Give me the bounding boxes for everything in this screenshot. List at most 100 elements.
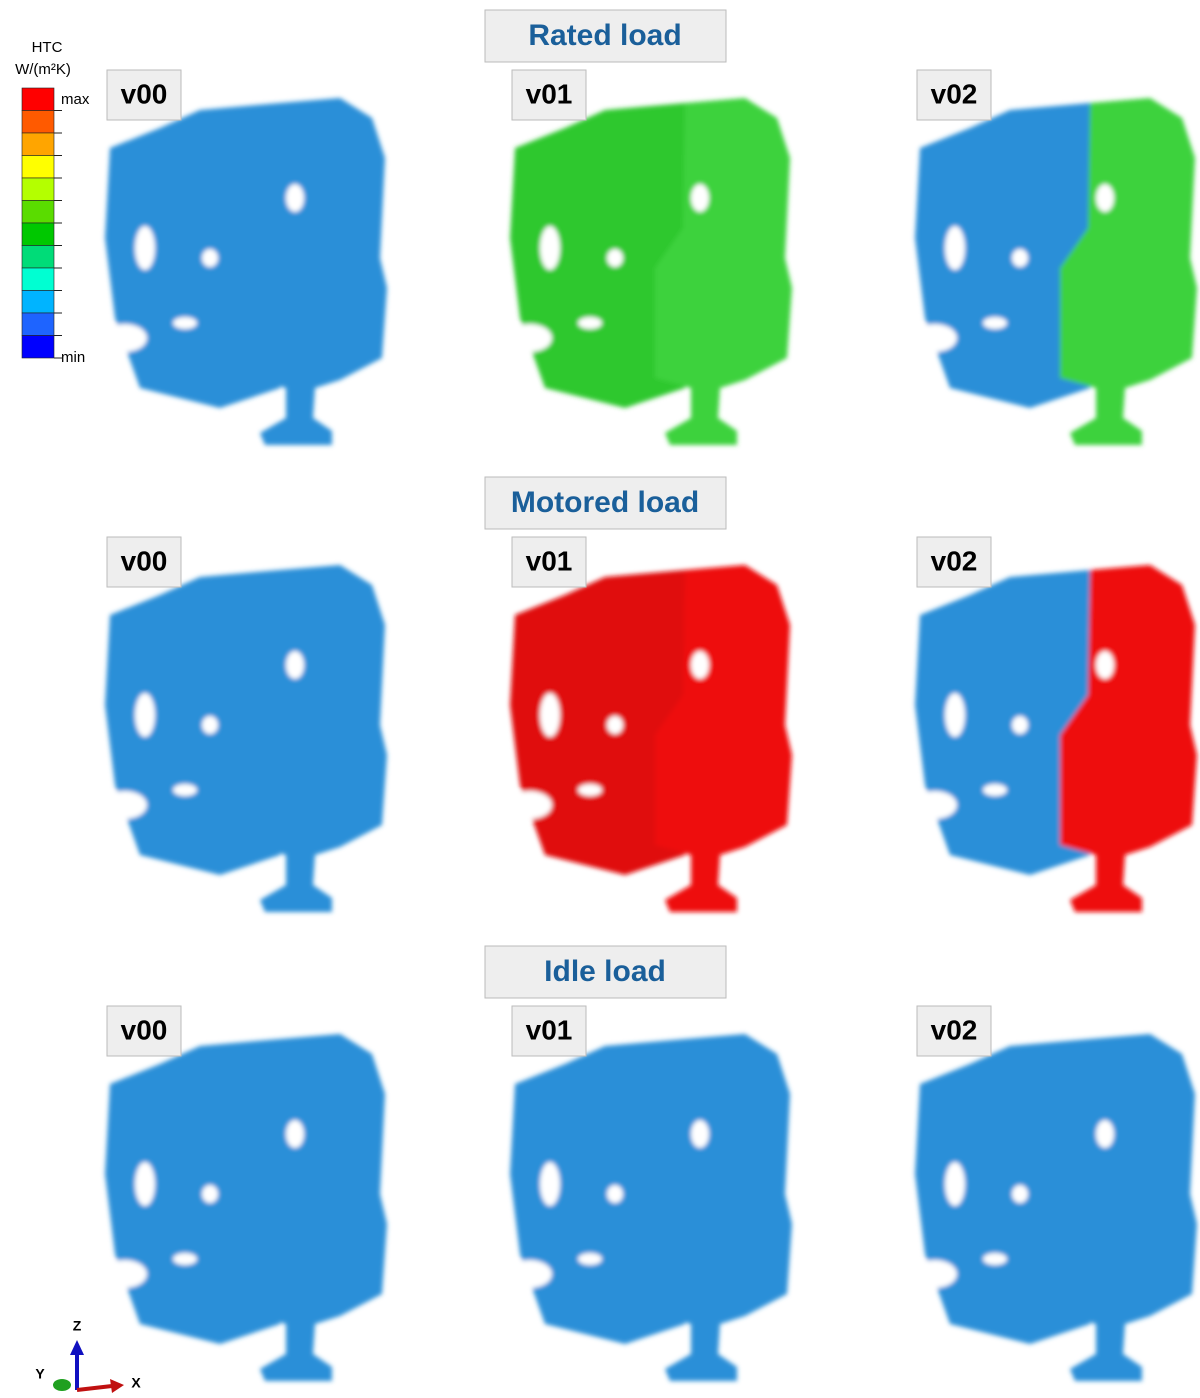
variant-label: v02	[931, 1014, 978, 1045]
colorbar-band	[21, 177, 55, 201]
engine-model	[508, 1034, 792, 1381]
model-hole	[540, 226, 560, 270]
model-hole	[173, 1253, 197, 1265]
variant-label-box	[511, 536, 587, 588]
engine-model	[103, 565, 387, 912]
variant-label: v02	[931, 78, 978, 109]
variant-label-box	[916, 69, 992, 121]
model-hole	[691, 1120, 709, 1148]
legend-unit: W/(m²K)	[15, 61, 71, 78]
model-right	[655, 98, 792, 445]
legend-title: HTC	[32, 39, 63, 56]
model-hole	[945, 693, 965, 737]
axis-y: Y	[35, 1366, 45, 1382]
colorbar-band	[21, 222, 55, 246]
model-hole	[202, 1185, 218, 1203]
colorbar-band	[21, 312, 55, 336]
model-right	[1060, 98, 1197, 445]
model-hole	[202, 716, 218, 734]
model-hole	[983, 784, 1007, 796]
model-hole	[103, 791, 147, 819]
model-hole	[135, 693, 155, 737]
model-hole	[508, 791, 552, 819]
engine-model	[913, 565, 1197, 912]
legend-min: min	[61, 349, 85, 366]
model-left	[105, 570, 280, 875]
variant-label: v02	[931, 545, 978, 576]
engine-model	[103, 98, 387, 445]
engine-model	[508, 98, 792, 445]
model-right	[655, 1034, 792, 1381]
model-hole	[1096, 184, 1114, 212]
model-left	[510, 103, 685, 408]
model-hole	[578, 1253, 602, 1265]
variant-label: v00	[121, 1014, 168, 1045]
variant-label: v01	[526, 78, 573, 109]
model-hole	[286, 651, 304, 679]
colorbar-band	[21, 155, 55, 179]
variant-label-box	[511, 1005, 587, 1057]
row-title-box	[484, 9, 727, 63]
model-left	[105, 1039, 280, 1344]
variant-label: v00	[121, 78, 168, 109]
variant-label-box	[106, 1005, 182, 1057]
model-hole	[173, 784, 197, 796]
row-title-box	[484, 945, 727, 999]
model-right	[250, 98, 387, 445]
variant-label-box	[106, 536, 182, 588]
model-right	[1060, 565, 1197, 912]
model-left	[915, 103, 1090, 408]
axis-z: Z	[73, 1318, 82, 1334]
model-hole	[135, 226, 155, 270]
model-hole	[913, 791, 957, 819]
model-hole	[945, 226, 965, 270]
row-title-box	[484, 476, 727, 530]
engine-model	[103, 1034, 387, 1381]
model-hole	[202, 249, 218, 267]
colorbar-band	[21, 335, 55, 359]
model-hole	[103, 324, 147, 352]
model-hole	[691, 651, 709, 679]
colorbar-band	[21, 290, 55, 314]
model-hole	[691, 184, 709, 212]
model-hole	[508, 1260, 552, 1288]
model-hole	[607, 1185, 623, 1203]
model-left	[915, 1039, 1090, 1344]
variant-label-box	[106, 69, 182, 121]
model-hole	[607, 249, 623, 267]
engine-model	[913, 1034, 1197, 1381]
model-hole	[135, 1162, 155, 1206]
model-hole	[286, 1120, 304, 1148]
variant-label: v00	[121, 545, 168, 576]
variant-label-box	[916, 1005, 992, 1057]
engine-model	[508, 565, 792, 912]
variant-label-box	[916, 536, 992, 588]
model-hole	[913, 324, 957, 352]
axis-x: X	[131, 1375, 141, 1391]
model-right	[250, 565, 387, 912]
model-hole	[540, 693, 560, 737]
model-right	[655, 565, 792, 912]
engine-model	[913, 98, 1197, 445]
model-hole	[983, 317, 1007, 329]
model-hole	[1012, 716, 1028, 734]
model-hole	[945, 1162, 965, 1206]
variant-label-box	[511, 69, 587, 121]
model-left	[510, 1039, 685, 1344]
model-left	[105, 103, 280, 408]
model-hole	[1096, 1120, 1114, 1148]
model-hole	[173, 317, 197, 329]
colorbar-band	[21, 87, 55, 111]
model-left	[915, 570, 1090, 875]
model-hole	[913, 1260, 957, 1288]
model-hole	[983, 1253, 1007, 1265]
model-hole	[1096, 651, 1114, 679]
model-hole	[1012, 1185, 1028, 1203]
model-left	[510, 570, 685, 875]
model-hole	[540, 1162, 560, 1206]
model-hole	[578, 317, 602, 329]
variant-label: v01	[526, 545, 573, 576]
variant-label: v01	[526, 1014, 573, 1045]
row-title: Idle load	[544, 955, 666, 988]
